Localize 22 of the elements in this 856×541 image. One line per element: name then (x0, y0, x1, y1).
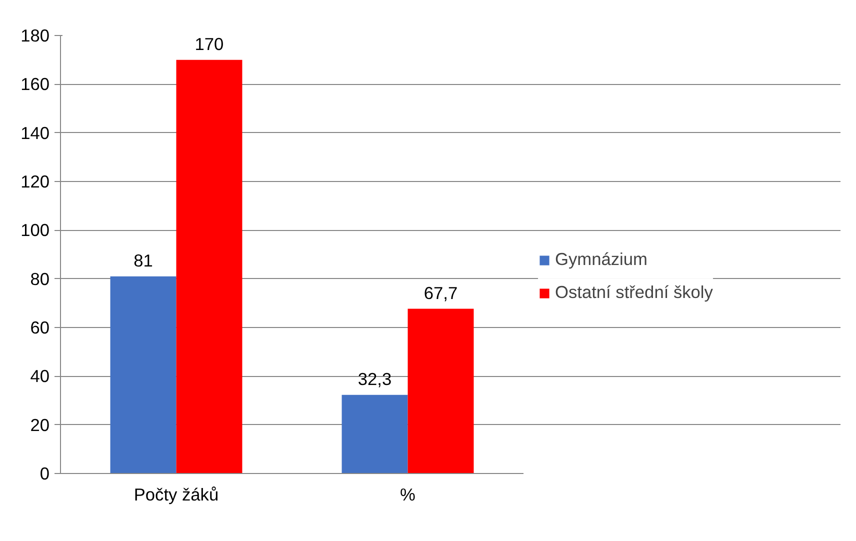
data-label: 81 (134, 250, 153, 270)
y-tick-label: 100 (20, 220, 50, 240)
y-tick-label: 60 (30, 318, 50, 338)
y-tick-label: 160 (20, 74, 50, 94)
legend-label: Ostatní střední školy (555, 282, 713, 303)
bar (342, 394, 408, 474)
x-tick-label: Počty žáků (134, 484, 219, 504)
bar (110, 276, 176, 474)
bar (176, 60, 242, 474)
data-label: 32,3 (358, 368, 392, 389)
data-label: 67,7 (424, 282, 458, 303)
bar (408, 308, 474, 474)
x-tick-label: % (400, 484, 416, 504)
legend-label: Gymnázium (555, 249, 648, 270)
y-tick-label: 40 (30, 366, 50, 386)
y-tick-label: 0 (40, 464, 50, 484)
y-tick-label: 180 (20, 26, 50, 46)
y-tick-label: 140 (20, 122, 50, 143)
y-tick-label: 120 (20, 172, 50, 192)
y-tick-label: 80 (30, 268, 50, 289)
data-label: 170 (194, 34, 224, 54)
y-tick-label: 20 (30, 414, 50, 435)
